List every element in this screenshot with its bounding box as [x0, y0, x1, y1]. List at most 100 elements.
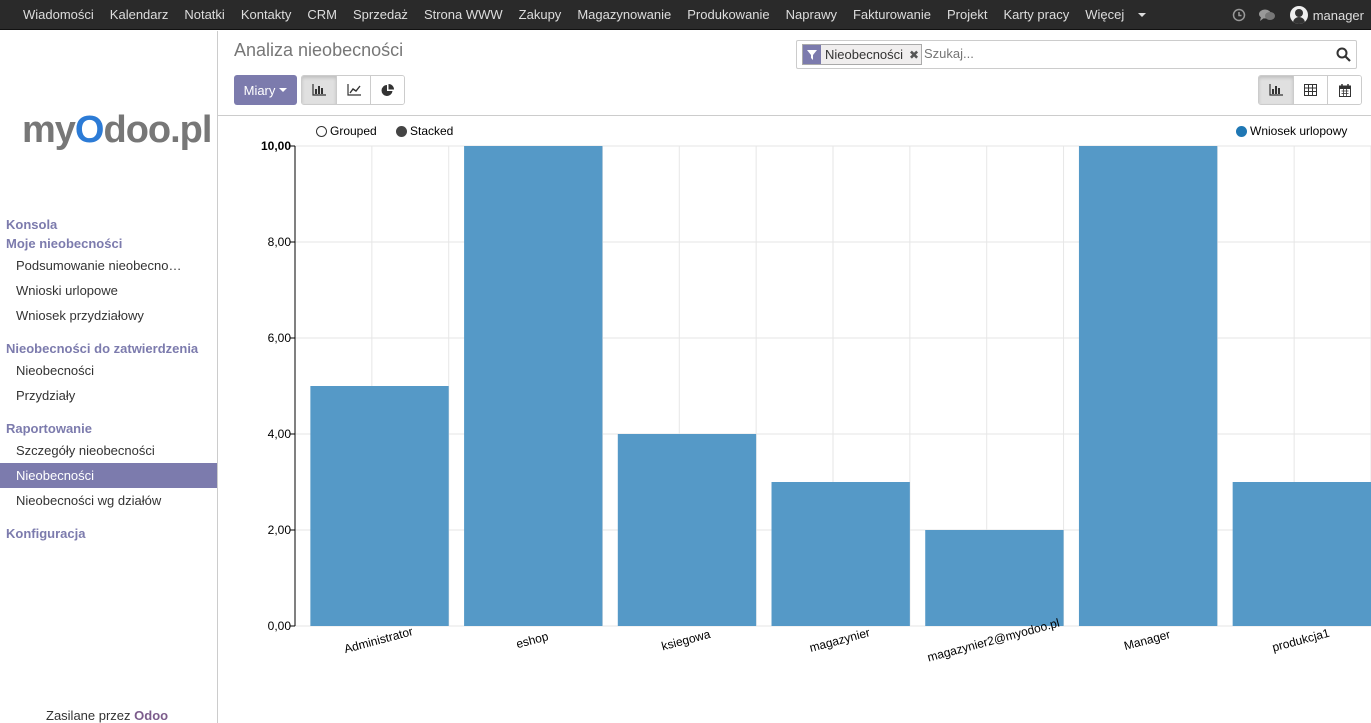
- bar-chart-button[interactable]: [302, 76, 336, 104]
- series-color-dot: [1236, 125, 1247, 137]
- calendar-icon: [1338, 83, 1351, 97]
- stacked-radio-icon: [396, 125, 407, 137]
- pie-chart-icon: [381, 83, 394, 96]
- graph-view-button[interactable]: [1259, 76, 1293, 104]
- y-tick-label: 8,00: [268, 235, 292, 249]
- measures-label: Miary: [243, 82, 276, 98]
- bar-2: [617, 434, 757, 626]
- nav-item-4[interactable]: CRM: [307, 7, 338, 22]
- x-tick-label: Administrator: [343, 624, 415, 656]
- logo-part-my: my: [22, 109, 76, 151]
- sidebar-gap: [0, 408, 217, 419]
- top-navbar: Wiadomości Kalendarz Notatki Kontakty CRM Spr…: [0, 0, 1371, 30]
- legend-series-label: Wniosek urlopowy: [1250, 124, 1348, 138]
- legend-stacked[interactable]: Stacked: [396, 124, 453, 138]
- nav-item-5[interactable]: Sprzedaż: [353, 7, 408, 22]
- logo-part-doo: doo.pl: [103, 109, 212, 151]
- y-tick-label: 10,00: [261, 139, 291, 153]
- nav-item-11[interactable]: Fakturowanie: [852, 7, 931, 22]
- filter-icon: [803, 45, 821, 64]
- bar-chart-icon: [1269, 84, 1283, 96]
- legend-grouped-label: Grouped: [330, 124, 377, 138]
- y-tick-label: 6,00: [268, 331, 292, 345]
- view-switcher: [1258, 75, 1362, 105]
- powered-by-label: Zasilane przez: [46, 708, 131, 723]
- main-menu: Wiadomości Kalendarz Notatki Kontakty CRM Spr…: [15, 0, 1147, 30]
- nav-item-13[interactable]: Karty pracy: [1003, 7, 1070, 22]
- sidebar-item-1-2[interactable]: Wniosek przydziałowy: [16, 308, 144, 323]
- chat-icon[interactable]: [1258, 8, 1276, 22]
- legend-grouped[interactable]: Grouped: [316, 124, 377, 138]
- bar-4: [925, 530, 1064, 626]
- clock-icon[interactable]: [1232, 8, 1246, 22]
- sidebar-section-1[interactable]: Moje nieobecności: [6, 236, 123, 251]
- x-tick-label: produkcja1: [1271, 626, 1332, 655]
- nav-item-6[interactable]: Strona WWW: [423, 7, 503, 22]
- search-input[interactable]: [924, 46, 1304, 61]
- sidebar-item-1-1[interactable]: Wnioski urlopowe: [16, 283, 118, 298]
- pie-chart-button[interactable]: [370, 76, 404, 104]
- sidebar-item-3-0[interactable]: Szczegóły nieobecności: [16, 443, 155, 458]
- measures-button[interactable]: Miary: [234, 75, 297, 105]
- sidebar-item-2-0[interactable]: Nieobecności: [16, 363, 95, 378]
- chart-type-switcher: [301, 75, 405, 105]
- nav-item-12[interactable]: Projekt: [947, 7, 988, 22]
- bar-1: [464, 146, 603, 626]
- nav-item-7[interactable]: Zakupy: [518, 7, 562, 22]
- calendar-view-button[interactable]: [1327, 76, 1361, 104]
- x-tick-label: eshop: [515, 629, 551, 651]
- top-right-tools: manager: [1220, 0, 1364, 30]
- page-title: Analiza nieobecności: [234, 40, 404, 60]
- bar-chart: 0,00 2,00 4,00 6,00 8,00 10,00 Administrator es…: [261, 139, 1371, 665]
- bar-5: [1078, 146, 1218, 626]
- search-facet-label: Nieobecności: [825, 47, 904, 62]
- pivot-view-button[interactable]: [1293, 76, 1327, 104]
- nav-item-10[interactable]: Naprawy: [785, 7, 837, 22]
- sidebar-menu: Konsola Moje nieobecności Podsumowanie nie…: [0, 215, 217, 543]
- table-icon: [1304, 84, 1317, 96]
- sidebar: myOdoo.pl Konsola Moje nieobecności Podsum…: [0, 31, 218, 723]
- header-divider: [218, 115, 1371, 116]
- line-chart-icon: [346, 84, 361, 96]
- logo-part-o: O: [74, 109, 105, 151]
- sidebar-section-2[interactable]: Nieobecności do zatwierdzenia: [6, 341, 199, 356]
- legend-stacked-label: Stacked: [410, 124, 454, 138]
- sidebar-item-1-0[interactable]: Podsumowanie nieobecno…: [16, 258, 182, 273]
- remove-facet-icon[interactable]: ✖: [909, 47, 920, 62]
- nav-item-8[interactable]: Magazynowanie: [577, 7, 672, 22]
- sidebar-item-3-2[interactable]: Nieobecności wg działów: [16, 493, 162, 508]
- bar-3: [771, 482, 910, 626]
- bar-6: [1232, 482, 1371, 626]
- x-tick-label: magazynier: [808, 625, 872, 655]
- y-tick-label: 4,00: [268, 427, 292, 441]
- nav-item-2[interactable]: Notatki: [184, 7, 225, 22]
- nav-item-0[interactable]: Wiadomości: [23, 7, 94, 22]
- nav-item-3[interactable]: Kontakty: [240, 7, 292, 22]
- logo[interactable]: myOdoo.pl: [22, 109, 212, 152]
- bar-chart-icon: [312, 84, 326, 96]
- powered-by-odoo-link[interactable]: Odoo: [134, 708, 169, 723]
- avatar: [1289, 6, 1308, 24]
- sidebar-gap: [0, 328, 217, 339]
- y-tick-label: 0,00: [268, 619, 292, 633]
- nav-item-1[interactable]: Kalendarz: [109, 7, 169, 22]
- chevron-down-icon: [1138, 13, 1147, 17]
- sidebar-gap: [0, 513, 217, 524]
- sidebar-item-3-1[interactable]: Nieobecności: [0, 463, 217, 488]
- x-tick-label: ksiegowa: [660, 627, 712, 654]
- user-menu[interactable]: manager: [1289, 6, 1364, 24]
- legend-series[interactable]: Wniosek urlopowy: [1236, 124, 1347, 138]
- user-name: manager: [1312, 7, 1364, 23]
- y-tick-label: 2,00: [268, 523, 292, 537]
- sidebar-section-0[interactable]: Konsola: [6, 217, 58, 232]
- chevron-down-icon: [279, 88, 288, 92]
- sidebar-section-4[interactable]: Konfiguracja: [6, 526, 86, 541]
- sidebar-section-3[interactable]: Raportowanie: [6, 421, 92, 436]
- nav-item-14[interactable]: Więcej: [1085, 7, 1125, 22]
- x-tick-label: Manager: [1122, 627, 1171, 653]
- sidebar-item-2-1[interactable]: Przydziały: [16, 388, 76, 403]
- search-box[interactable]: Nieobecności ✖: [796, 40, 1357, 69]
- search-icon[interactable]: [1336, 47, 1351, 65]
- nav-item-9[interactable]: Produkowanie: [687, 7, 770, 22]
- line-chart-button[interactable]: [336, 76, 370, 104]
